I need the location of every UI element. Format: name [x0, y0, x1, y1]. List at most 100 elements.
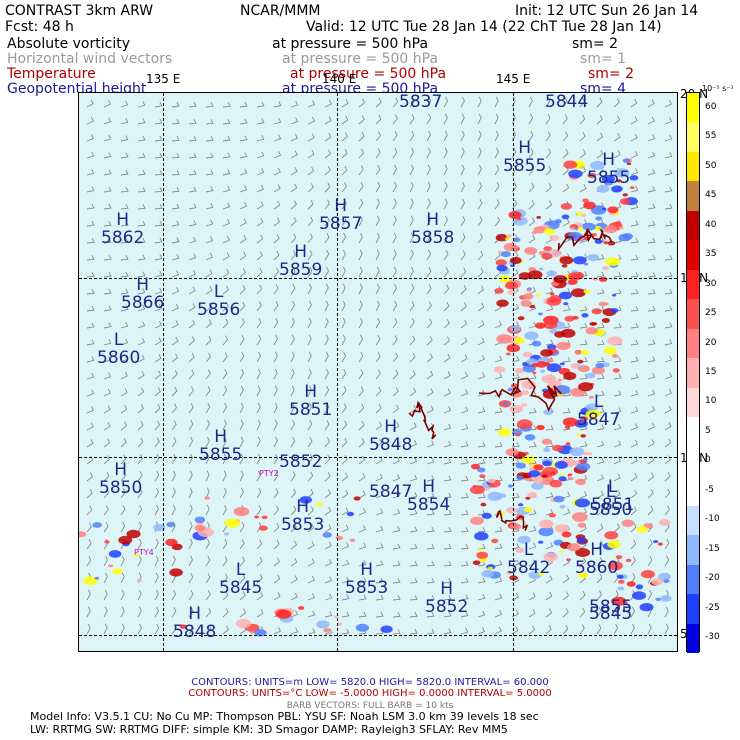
vorticity-patch [568, 476, 574, 481]
vorticity-patch [517, 316, 525, 321]
wind-barb [596, 457, 605, 465]
wind-barb [290, 523, 297, 533]
wind-barb [630, 168, 639, 176]
wind-barb [324, 611, 333, 618]
wind-barb [426, 353, 433, 363]
wind-barb [443, 353, 451, 363]
wind-barb [647, 168, 656, 176]
wind-barb [324, 334, 329, 346]
wind-barb [290, 250, 296, 261]
vorticity-patch [576, 211, 583, 216]
wind-barb [511, 373, 520, 380]
wind-barb [647, 339, 656, 346]
wind-barb [171, 624, 177, 635]
wind-barb [647, 151, 656, 159]
wind-barb [409, 352, 416, 363]
wind-barb [579, 184, 587, 193]
wind-barb [392, 439, 400, 448]
vorticity-patch [494, 288, 504, 294]
wind-barb [596, 149, 604, 159]
wind-barb [239, 470, 244, 482]
vorticity-patch [476, 551, 489, 559]
vorticity-patch [580, 434, 587, 438]
wind-barb [307, 385, 312, 397]
footer-contours-height: CONTOURS: UNITS=m LOW= 5820.0 HIGH= 5820… [191, 677, 549, 688]
pressure-center-value: 5853 [281, 515, 325, 535]
wind-barb [511, 424, 520, 431]
wind-barb [86, 405, 95, 414]
wind-barb [171, 504, 176, 516]
wind-barb [137, 304, 146, 312]
wind-barb [290, 183, 298, 193]
vorticity-patch [567, 231, 583, 241]
vorticity-patch [655, 597, 662, 601]
footer-model-info: Model Info: V3.5.1 CU: No Cu MP: Thompso… [30, 710, 539, 723]
wind-barb [171, 420, 177, 431]
wind-barb [545, 492, 554, 499]
wind-barb [290, 592, 298, 601]
wind-barb [154, 203, 163, 210]
wind-barb [375, 334, 381, 346]
wind-barb [647, 255, 656, 261]
wind-barb [256, 591, 264, 601]
wind-barb [171, 170, 180, 176]
vorticity-patch [498, 275, 511, 283]
wind-barb [664, 623, 669, 635]
wind-barb [273, 574, 281, 584]
vorticity-patch [603, 241, 609, 245]
wind-barb [154, 420, 161, 431]
vorticity-patch [594, 239, 603, 244]
wind-barb [409, 509, 418, 516]
wind-barb [358, 386, 364, 397]
wind-barb [103, 421, 111, 431]
pressure-center-type: L [113, 330, 124, 350]
wind-barb [239, 573, 246, 584]
wind-barb [494, 130, 499, 142]
vorticity-patch [153, 524, 166, 532]
colorbar-segment [687, 269, 699, 300]
wind-barb [137, 204, 146, 210]
wind-barb [443, 406, 452, 414]
wind-barb [273, 250, 280, 261]
wind-barb [426, 543, 435, 550]
vorticity-patch [611, 185, 623, 193]
vorticity-patch [487, 566, 494, 570]
wind-barb [647, 422, 655, 431]
wind-barb [545, 304, 554, 312]
wind-barb [494, 593, 503, 601]
wind-barb [273, 626, 282, 635]
vorticity-patch [591, 366, 606, 375]
wind-barb [239, 521, 245, 533]
wind-barb [647, 505, 654, 516]
wind-barb [171, 370, 178, 380]
wind-barb [324, 249, 330, 261]
wind-barb [460, 113, 465, 125]
wind-barb [324, 99, 332, 108]
wind-barb [290, 471, 296, 482]
wind-barb [494, 576, 503, 584]
vorticity-patch [495, 259, 507, 266]
vorticity-patch [635, 584, 644, 589]
wind-barb [426, 215, 431, 227]
wind-barb [494, 407, 503, 414]
wind-barb [358, 249, 363, 261]
vorticity-patch [470, 516, 484, 525]
wind-barb [545, 591, 553, 601]
vorticity-patch [79, 531, 87, 538]
wind-barb [307, 233, 313, 244]
wind-barb [392, 181, 397, 193]
wind-barb [205, 624, 212, 635]
wind-barb [86, 151, 95, 159]
wind-barb [256, 101, 265, 108]
vorticity-patch [607, 540, 621, 549]
wind-barb [664, 471, 671, 482]
vorticity-patch [493, 366, 506, 373]
vorticity-patch [517, 503, 524, 507]
vorticity-patch [83, 576, 98, 585]
wind-barb [341, 199, 347, 210]
wind-barb [137, 371, 145, 380]
wind-barb [630, 573, 636, 584]
wind-barb [273, 488, 279, 499]
vorticity-patch [108, 550, 122, 558]
wind-barb [86, 422, 94, 431]
